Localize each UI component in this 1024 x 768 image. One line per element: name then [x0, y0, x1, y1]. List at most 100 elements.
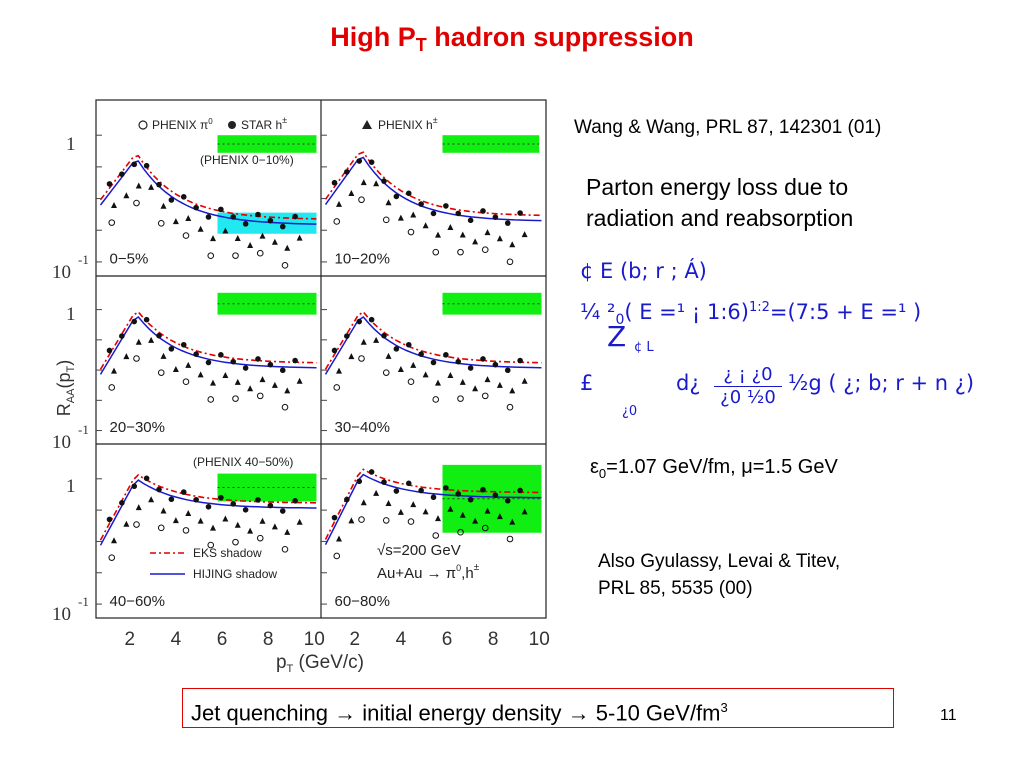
star-point	[143, 475, 150, 482]
star-point	[504, 367, 511, 374]
x-tick-label: 2	[124, 629, 135, 650]
phenix-h-point	[172, 365, 179, 372]
phenix-h-point	[397, 365, 404, 372]
phenix-h-point	[435, 231, 441, 238]
star-point	[517, 487, 523, 494]
star-point	[255, 356, 261, 362]
error-band	[217, 473, 317, 502]
phenix-h-point	[336, 367, 342, 374]
integral-sign: Z	[607, 320, 627, 353]
formula-line-3-d: d¿	[676, 371, 701, 395]
phenix-h-point	[410, 501, 417, 508]
phenix-h-point	[135, 504, 142, 511]
phenix-h-point	[373, 489, 380, 496]
eks-curve	[99, 154, 317, 220]
star-point	[193, 351, 199, 358]
phenix-pi0-point	[333, 552, 341, 560]
star-point	[193, 204, 199, 211]
star-point	[430, 359, 437, 366]
star-point	[356, 478, 363, 485]
star-point	[504, 220, 511, 226]
phenix-pi0-point	[382, 369, 390, 376]
phenix-h-point	[509, 518, 516, 525]
star-point	[418, 487, 424, 494]
phenix-pi0-point	[382, 216, 390, 224]
phenix-pi0-point	[256, 249, 264, 257]
star-point	[255, 211, 261, 218]
eks-curve	[324, 151, 542, 217]
star-point	[430, 210, 437, 217]
star-point	[381, 332, 387, 339]
jet-quenching-box: Jet quenching → initial energy density →…	[182, 688, 894, 728]
star-point	[230, 358, 237, 365]
star-point	[418, 201, 424, 207]
centrality-label: 0−5%	[110, 251, 149, 268]
phenix-h-point	[422, 371, 429, 378]
phenix-h-point	[422, 508, 429, 515]
phenix-pi0-point	[481, 246, 489, 253]
y-tick-1-row2: 1	[66, 304, 76, 325]
phenix-h-point	[373, 336, 380, 343]
phenix-h-point	[521, 508, 528, 515]
star-point	[292, 357, 298, 364]
error-band	[442, 135, 540, 153]
phenix-pi0-point	[232, 395, 239, 402]
star-point	[168, 346, 175, 352]
phenix-pi0-point	[256, 534, 264, 542]
panel-1: 0−5%	[96, 134, 317, 269]
phenix-h-point	[385, 352, 392, 359]
star-point	[230, 501, 237, 507]
phenix-h-point	[271, 523, 278, 530]
phenix-pi0-point	[232, 252, 239, 259]
phenix-h-point	[484, 507, 491, 514]
star-point	[292, 498, 298, 504]
phenix-h-point	[185, 509, 192, 516]
eks-curve	[324, 310, 542, 370]
phenix-h-point	[222, 227, 229, 234]
star-point	[381, 178, 387, 184]
star-point	[517, 210, 523, 216]
star-point	[331, 347, 338, 354]
formula-line-3-rest: ½g ( ¿; b; r + n ¿)	[788, 371, 975, 395]
phenix-h-point	[222, 372, 229, 379]
x-tick-label: 6	[217, 629, 228, 650]
phenix-h-point	[197, 225, 204, 232]
phenix-h-point	[111, 367, 117, 374]
formula-fraction: ¿ ¡ ¿0 ¿0 ½0	[714, 364, 782, 409]
star-point	[180, 489, 187, 495]
star-point	[418, 351, 424, 358]
star-point	[356, 318, 363, 325]
phenix-h-point	[360, 179, 367, 186]
phenix-h-point	[397, 214, 404, 221]
formula-line-1: ¢ E (b; r ; Á)	[580, 259, 707, 283]
star-point	[430, 494, 437, 501]
phenix-pi0-point	[432, 396, 440, 403]
phenix-h-point	[160, 507, 167, 514]
star-point	[156, 332, 162, 339]
phenix-h-point	[210, 235, 216, 242]
star-point	[292, 213, 298, 220]
x-axis-label: pT (GeV/c)	[276, 652, 364, 673]
phenix-h-point	[247, 385, 254, 392]
star-point	[205, 214, 212, 220]
phenix-pi0-point	[232, 538, 239, 546]
hijing-curve	[324, 156, 542, 222]
phenix-h-point	[111, 537, 117, 544]
error-band-cyan	[217, 212, 317, 234]
reference-gyulassy: Also Gyulassy, Levai & Titev, PRL 85, 55…	[598, 551, 841, 599]
phenix-h-point	[447, 372, 454, 379]
x-tick-label: 10	[529, 629, 550, 650]
x-tick-label: 4	[171, 629, 182, 650]
phenix-h-point	[459, 231, 466, 238]
phenix-pi0-point	[333, 384, 341, 391]
star-point	[242, 365, 249, 371]
y-tick-1-row3: 1	[66, 476, 76, 497]
integral-upper-limit: ¢ L	[634, 340, 654, 355]
phenix-h-point	[148, 183, 155, 190]
star-point	[267, 502, 274, 509]
x-tick-label: 4	[396, 629, 407, 650]
phenix-pi0-point	[281, 403, 289, 411]
phenix-h-point	[509, 387, 516, 394]
phenix-h-point	[435, 379, 441, 386]
note-phenix-40-50: (PHENIX 40−50%)	[193, 455, 293, 469]
